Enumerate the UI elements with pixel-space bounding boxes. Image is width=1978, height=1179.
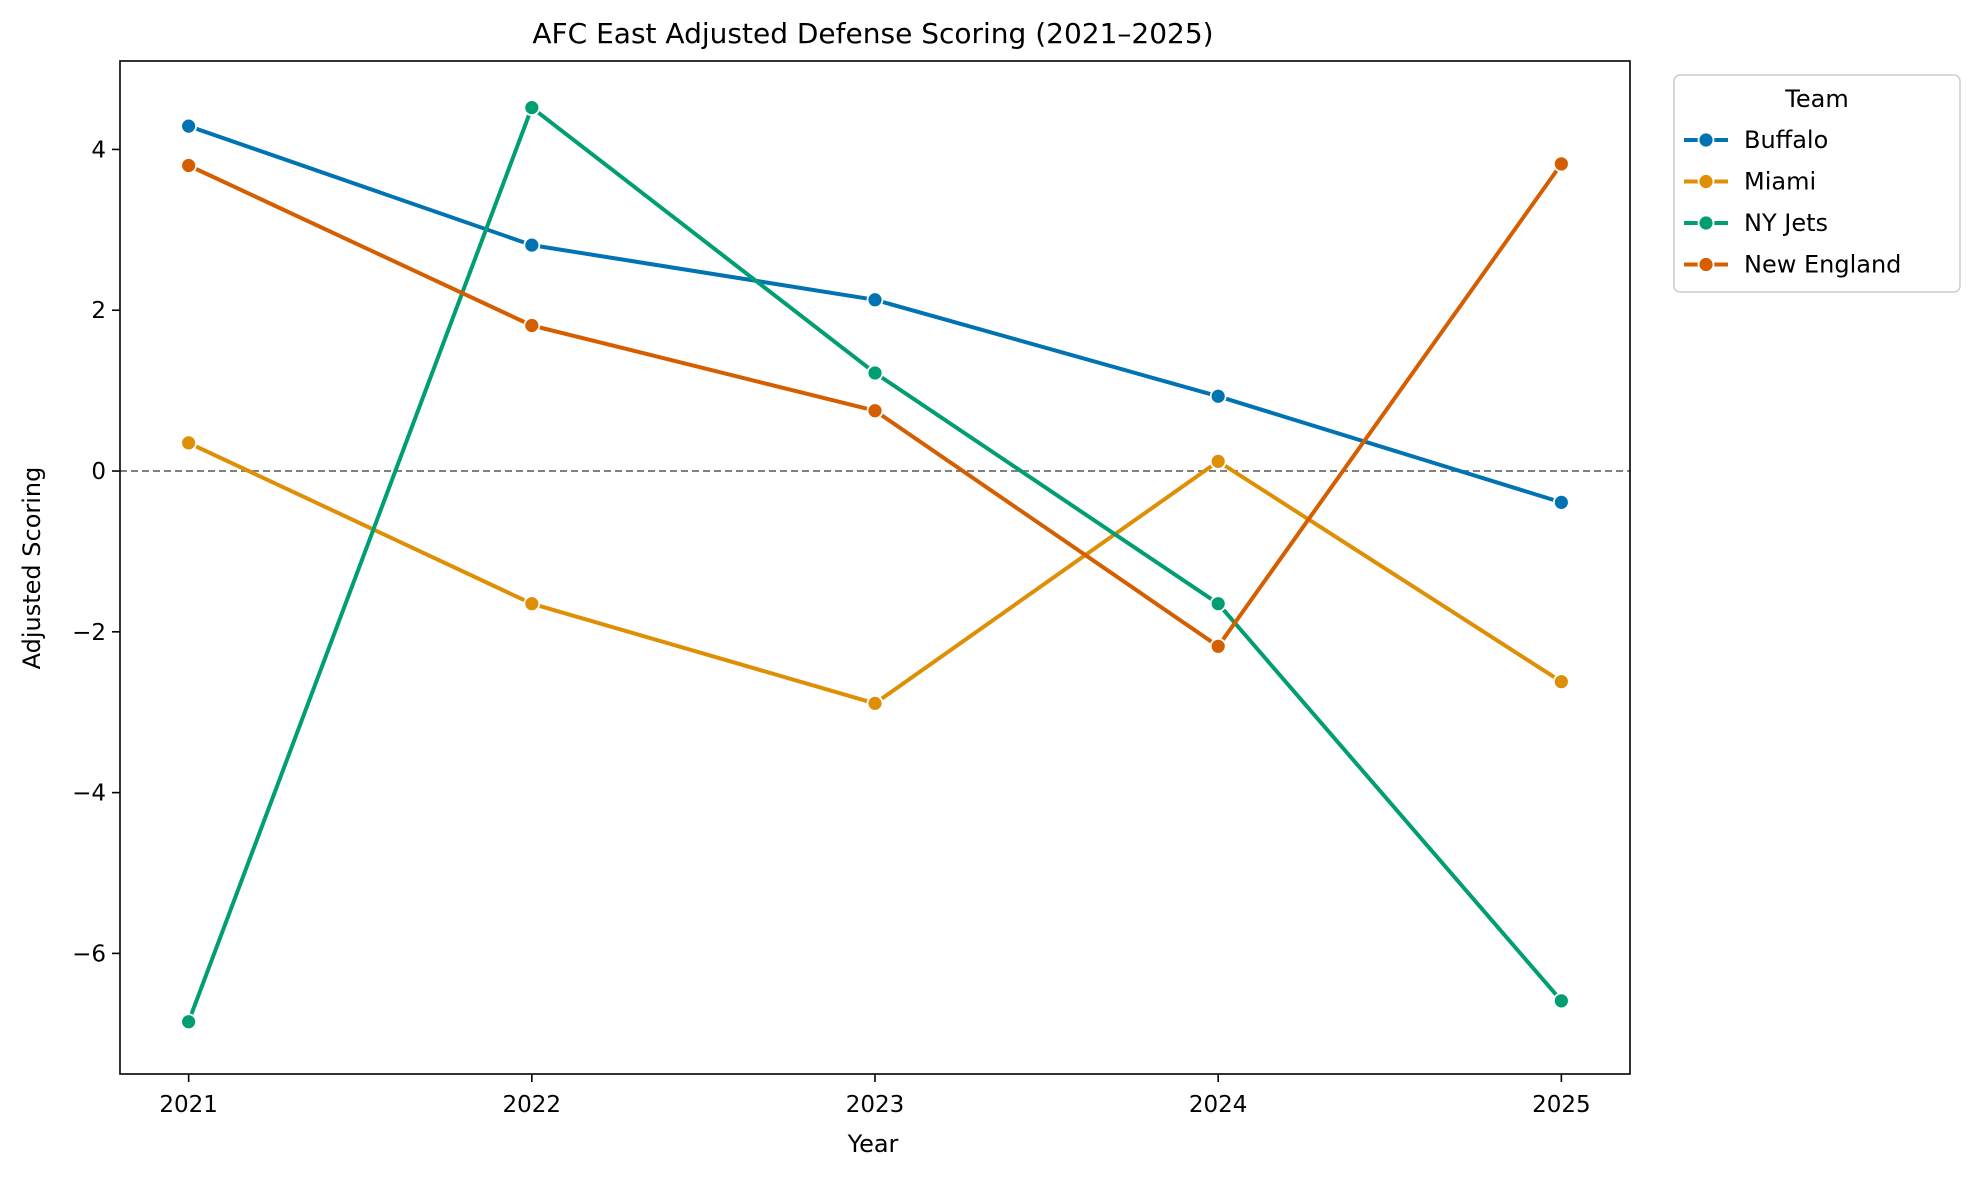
data-point-ny-jets-2025 [1552,992,1570,1010]
x-axis-label: Year [847,1130,899,1158]
data-point-ny-jets-2022 [523,99,541,117]
y-tick-label: −4 [72,781,106,807]
y-tick-label: −6 [72,941,106,967]
data-point-miami-2022 [523,595,541,613]
data-point-buffalo-2022 [523,236,541,254]
legend-marker-miami [1697,173,1715,190]
legend-box [1673,74,1961,293]
y-tick-label: 4 [91,137,106,163]
data-point-ny-jets-2021 [180,1013,198,1031]
y-tick-label: 0 [91,459,106,485]
legend-marker-buffalo [1697,131,1715,149]
data-point-buffalo-2024 [1209,387,1227,405]
data-point-ny-jets-2023 [866,364,884,382]
legend-marker-ny-jets [1697,214,1715,232]
x-tick-label: 2023 [846,1092,905,1118]
series-line-ny-jets [186,105,1564,1024]
plot-frame [119,60,1631,1075]
x-tick-label: 2021 [159,1092,218,1118]
chart-title: AFC East Adjusted Defense Scoring (2021–… [532,17,1213,50]
data-point-new-england-2021 [180,157,198,174]
x-tick-label: 2022 [503,1092,562,1118]
x-axis-ticks: 2021 2022 2023 2024 2025 [159,1074,1591,1118]
data-point-new-england-2025 [1552,155,1570,173]
plot-area [119,60,1631,1075]
x-tick-label: 2025 [1532,1092,1591,1118]
data-point-buffalo-2021 [180,117,198,135]
y-axis-label: Adjusted Scoring [18,467,46,670]
data-point-miami-2025 [1552,673,1570,691]
data-point-new-england-2023 [866,402,884,420]
data-point-miami-2021 [180,434,198,452]
y-tick-label: 2 [91,298,106,324]
legend: Team Buffalo Miami NY Jets New England [1673,74,1961,293]
data-point-new-england-2022 [523,317,541,334]
data-point-ny-jets-2024 [1209,595,1227,613]
data-point-new-england-2024 [1209,637,1227,655]
series-line-buffalo [186,124,1564,505]
y-axis-ticks: −6 −4 −2 0 2 4 [72,137,120,967]
data-point-buffalo-2025 [1552,493,1570,511]
series-line-miami [186,440,1564,706]
legend-label-miami: Miami [1744,168,1816,196]
legend-label-new-england: New England [1744,251,1901,279]
legend-title: Team [1784,85,1848,113]
legend-marker-new-england [1697,256,1715,273]
legend-label-buffalo: Buffalo [1744,126,1828,154]
data-point-miami-2024 [1209,452,1227,470]
y-tick-label: −2 [72,620,106,646]
data-point-miami-2023 [866,694,884,712]
x-tick-label: 2024 [1189,1092,1248,1118]
data-point-buffalo-2023 [866,291,884,309]
legend-label-ny-jets: NY Jets [1744,209,1828,237]
